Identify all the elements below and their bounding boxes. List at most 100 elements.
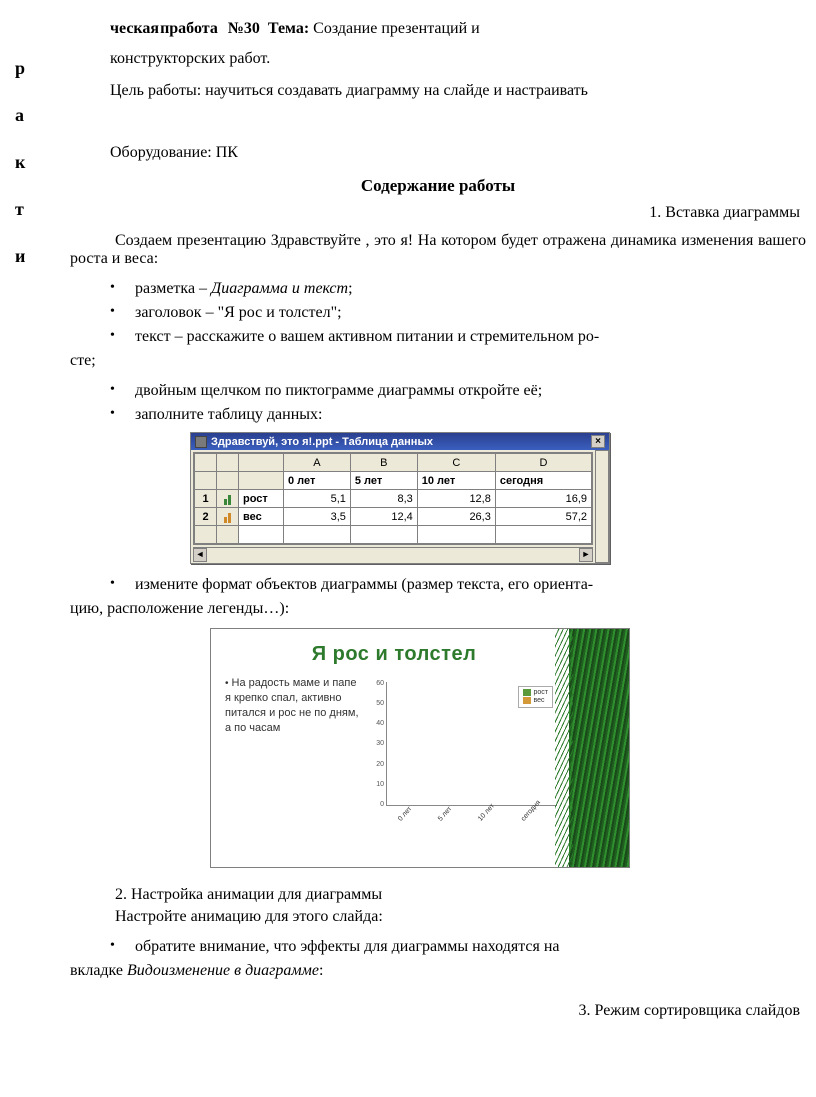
txt: т	[15, 199, 25, 220]
ytick: 60	[376, 680, 384, 687]
titlebar: Здравствуй, это я!.ppt - Таблица данных …	[191, 433, 609, 450]
ytick: 40	[376, 720, 384, 727]
txt: ;	[348, 280, 352, 297]
data-table: A B C D 0 лет 5 лет 10 лет сего	[194, 453, 592, 544]
cell[interactable]: 5,1	[284, 490, 351, 508]
cell[interactable]	[284, 526, 351, 544]
goal-line: Цель работы: научиться создавать диаграм…	[110, 82, 806, 100]
cell[interactable]: 3,5	[284, 508, 351, 526]
equipment-label: Оборудование:	[110, 144, 212, 161]
txt: Видоизменение в диаграмме	[127, 962, 319, 979]
vertical-text-fragment: р а к т и	[15, 58, 25, 293]
list-item: двойным щелчком по пиктограмме диаграммы…	[70, 382, 806, 400]
list-item: текст – расскажите о вашем активном пита…	[70, 328, 806, 346]
col-subhead: 0 лет	[284, 472, 351, 490]
txt: и	[15, 246, 25, 267]
row-num: 2	[195, 508, 217, 526]
list-item: обратите внимание, что эффекты для диагр…	[70, 938, 806, 956]
close-button[interactable]: ×	[591, 435, 605, 448]
txt: а	[15, 105, 25, 126]
goal-text: : научиться создавать диаграмму на слайд…	[197, 82, 588, 99]
row-num: 1	[195, 490, 217, 508]
ytick: 30	[376, 740, 384, 747]
col-subhead: 5 лет	[350, 472, 417, 490]
bullet-list-1: разметка – Диаграмма и текст; заголовок …	[70, 280, 806, 346]
bar-chart: рост вес 60 50 40 30 20 10 0 0 лет	[368, 676, 563, 836]
txt: текст – расскажите о вашем активном пита…	[135, 328, 599, 345]
section-2: 2. Настройка анимации для диаграммы Наст…	[70, 886, 806, 980]
cell	[195, 472, 217, 490]
txt: к	[15, 152, 25, 173]
title-line: ческая пработа №30 Тема: Создание презен…	[110, 20, 806, 38]
txt: №30	[228, 20, 260, 37]
window-title: Здравствуй, это я!.ppt - Таблица данных	[211, 436, 433, 448]
list-item: заполните таблицу данных:	[70, 406, 806, 424]
x-axis: 0 лет 5 лет 10 лет сегодня	[386, 808, 557, 832]
xtick: 10 лет	[477, 803, 509, 834]
hanging-line: вкладке Видоизменение в диаграмме:	[70, 962, 806, 980]
hanging-line: сте;	[70, 352, 806, 370]
chart-area	[386, 682, 557, 806]
row-label: вес	[239, 508, 284, 526]
cell[interactable]: 26,3	[417, 508, 495, 526]
topic-text: Создание презентаций и	[313, 20, 480, 37]
bullet-list-3: обратите внимание, что эффекты для диагр…	[70, 938, 806, 956]
cell[interactable]: 16,9	[495, 490, 591, 508]
cell[interactable]	[417, 526, 495, 544]
cell[interactable]: 57,2	[495, 508, 591, 526]
table-row: 1 рост 5,1 8,3 12,8 16,9	[195, 490, 592, 508]
series-icon	[217, 508, 239, 526]
ytick: 50	[376, 700, 384, 707]
paragraph: Настройте анимацию для этого слайда:	[115, 908, 806, 926]
col-header: A	[284, 454, 351, 472]
hanging-line: цию, расположение легенды…):	[70, 600, 806, 618]
cell	[217, 526, 239, 544]
col-header: B	[350, 454, 417, 472]
txt: :	[319, 962, 323, 979]
header-row: A B C D	[195, 454, 592, 472]
list-item: разметка – Диаграмма и текст;	[70, 280, 806, 298]
corner-cell	[239, 454, 284, 472]
vertical-scrollbar[interactable]	[595, 450, 609, 563]
step-3-heading: 3. Режим сортировщика слайдов	[70, 1002, 806, 1020]
col-header: C	[417, 454, 495, 472]
txt: вкладке	[70, 962, 127, 979]
cell[interactable]: 12,8	[417, 490, 495, 508]
txt: р	[15, 58, 25, 79]
document-page: р а к т и ческая пработа №30 Тема: Созда…	[0, 0, 816, 1060]
cell	[239, 472, 284, 490]
cell	[195, 526, 217, 544]
series-icon	[217, 490, 239, 508]
col-header: D	[495, 454, 591, 472]
equipment-value: ПК	[212, 144, 238, 161]
xtick: 0 лет	[397, 806, 426, 835]
y-axis: 60 50 40 30 20 10 0	[368, 680, 384, 808]
subhead-row: 0 лет 5 лет 10 лет сегодня	[195, 472, 592, 490]
txt: пработа	[160, 20, 218, 37]
txt: На радость маме и папе я крепко спал, ак…	[225, 677, 359, 734]
txt: ческая	[110, 20, 159, 37]
col-subhead: 10 лет	[417, 472, 495, 490]
cell	[217, 472, 239, 490]
cell[interactable]	[495, 526, 591, 544]
xtick: 5 лет	[437, 806, 466, 835]
ytick: 10	[376, 781, 384, 788]
goal-label: Цель работы	[110, 82, 197, 99]
col-subhead: сегодня	[495, 472, 591, 490]
txt: заголовок – "Я рос и толстел";	[135, 304, 342, 321]
scroll-right-button[interactable]: ►	[579, 548, 593, 562]
scroll-left-button[interactable]: ◄	[193, 548, 207, 562]
cell[interactable]: 8,3	[350, 490, 417, 508]
corner-cell	[195, 454, 217, 472]
window-icon	[195, 436, 207, 448]
cell[interactable]: 12,4	[350, 508, 417, 526]
corner-cell	[217, 454, 239, 472]
slide-body-text: •На радость маме и папе я крепко спал, а…	[225, 676, 360, 836]
txt: Диаграмма и текст	[211, 280, 348, 297]
cell[interactable]	[350, 526, 417, 544]
ytick: 0	[380, 801, 384, 808]
bullet-icon: •	[225, 678, 229, 689]
step-1-heading: 1. Вставка диаграммы	[70, 204, 806, 222]
ytick: 20	[376, 761, 384, 768]
horizontal-scrollbar[interactable]: ◄ ►	[193, 547, 593, 561]
